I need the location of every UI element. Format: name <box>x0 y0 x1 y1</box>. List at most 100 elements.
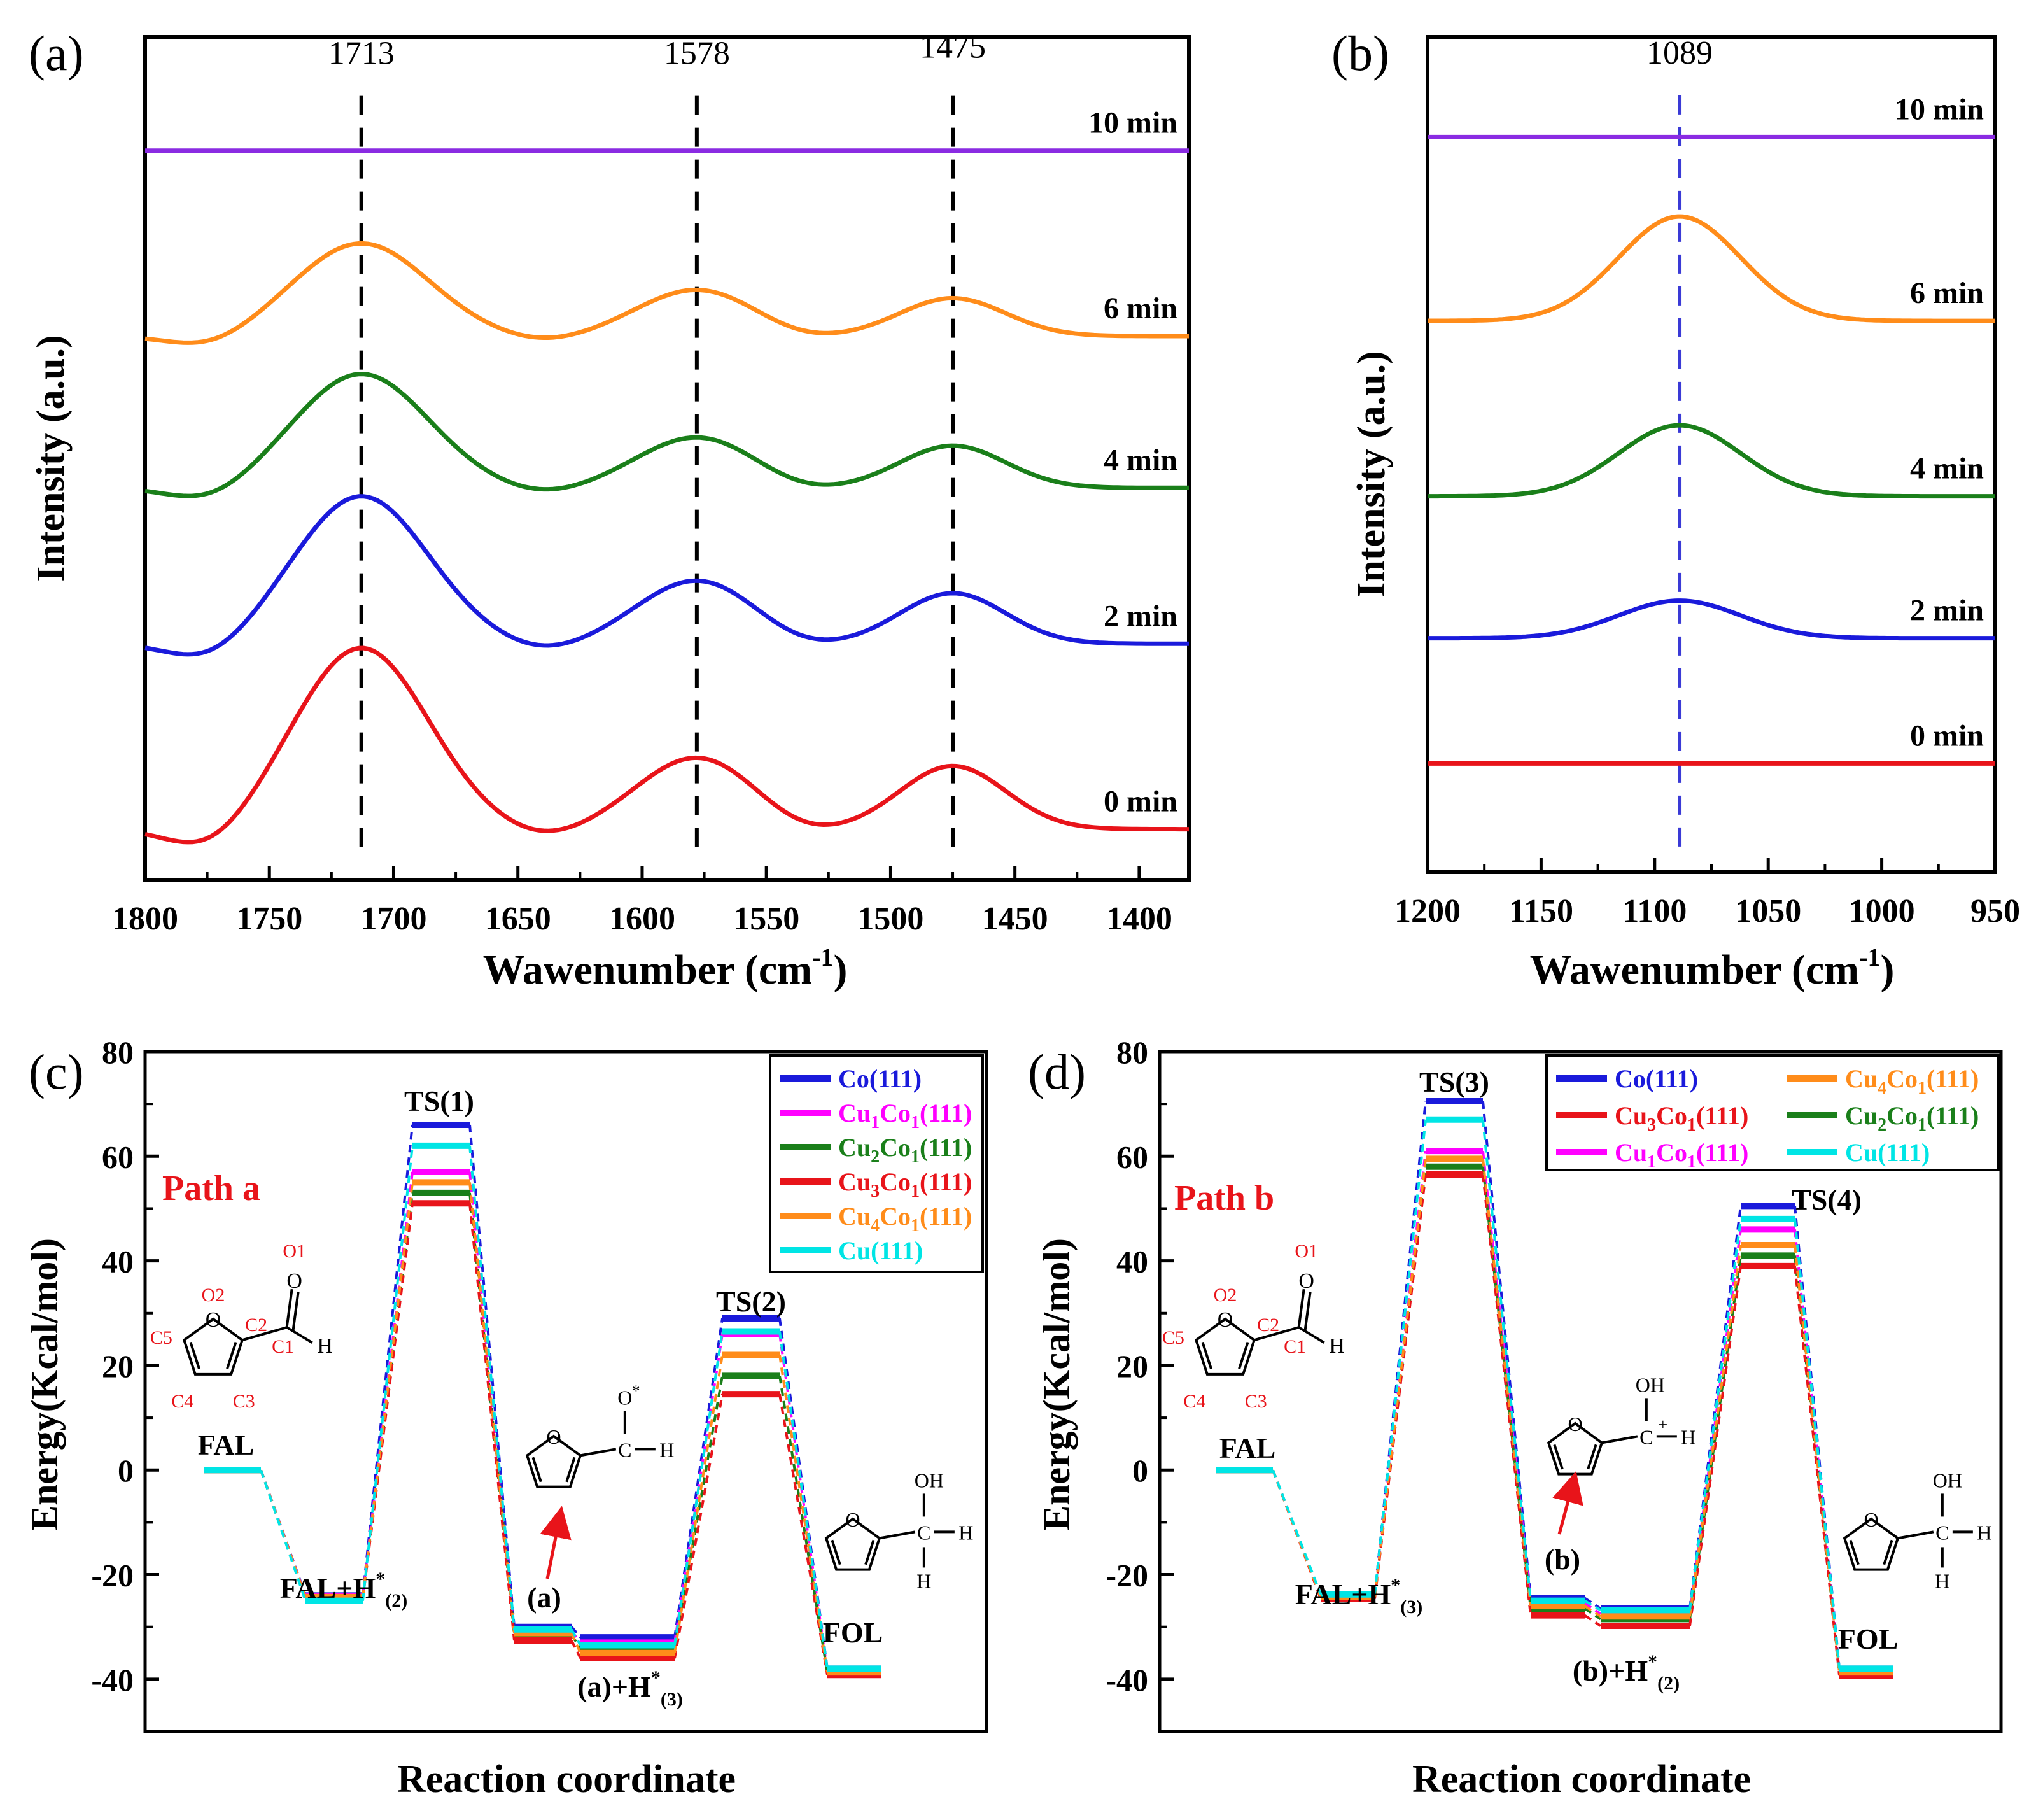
state-label: FOL <box>1838 1623 1899 1655</box>
state-label: (b)+H*(2) <box>1573 1651 1680 1694</box>
panel-a-plot-frame <box>143 35 1191 882</box>
x-tick-label: 1800 <box>112 901 178 937</box>
alkoxy-oxygen-text: O <box>617 1386 632 1409</box>
panel-c-y-axis-label: Energy(Kcal/mol) <box>24 1238 66 1531</box>
series-label: 6 min <box>1910 276 1984 310</box>
alkoxy-oxygen-text: OH <box>1636 1373 1665 1396</box>
y-tick-label: 80 <box>102 1034 134 1070</box>
x-tick-label: 1750 <box>236 901 302 937</box>
carbon-label: C <box>618 1438 631 1461</box>
carbonyl-oxygen: O <box>286 1269 302 1293</box>
double-bond <box>1587 1444 1597 1470</box>
legend-entry-sub2: 1 <box>911 1113 920 1132</box>
panel-d-y-ticks: -40 -20 0 20 40 60 80 <box>1106 1034 1174 1698</box>
legend-entry-tail: (111) <box>1927 1101 1979 1130</box>
legend-entry-sub: 4 <box>871 1216 880 1236</box>
legend-entry: Cu4Co1(111) <box>838 1202 972 1236</box>
state-label: TS(3) <box>1419 1066 1489 1098</box>
legend-entry-sub2: 1 <box>911 1182 920 1201</box>
ring-oxygen: O <box>1568 1413 1582 1436</box>
legend-entry: Cu(111) <box>838 1236 923 1265</box>
energy-connector <box>570 1626 582 1639</box>
atom-label-c4: C4 <box>1183 1391 1205 1412</box>
double-bond <box>1553 1444 1564 1470</box>
energy-connector <box>673 1393 724 1659</box>
panel-b-x-axis-label-close: ) <box>1880 947 1894 993</box>
double-bond <box>1201 1341 1212 1369</box>
state-label-text: TS(4) <box>1792 1183 1862 1216</box>
legend-entry-tail: (111) <box>871 1236 923 1265</box>
legend-entry-sub2: 1 <box>1687 1115 1696 1135</box>
legend-entry-base: Co <box>1615 1064 1646 1093</box>
side-bond <box>1897 1530 1934 1540</box>
c2-c1-bond <box>1254 1326 1300 1342</box>
panel-b-x-axis-label: Wawenumber (cm-1) <box>1530 943 1895 993</box>
panel-c-x-axis-label: Reaction coordinate <box>397 1758 736 1801</box>
legend-entry-base: Co <box>838 1064 869 1093</box>
furan-ring <box>1194 1317 1256 1376</box>
energy-connector <box>1688 1266 1742 1626</box>
y-tick-label: 60 <box>1116 1139 1148 1175</box>
legend-entry-sub2: 1 <box>1918 1115 1927 1135</box>
atom-label-c4: C4 <box>171 1391 193 1412</box>
atom-label-o1: O1 <box>1295 1241 1318 1262</box>
state-label-sub: (2) <box>1657 1673 1680 1694</box>
state-label: FAL <box>1219 1432 1276 1464</box>
series-line <box>144 241 1189 345</box>
state-label-text: TS(2) <box>716 1285 786 1318</box>
series-line <box>1428 598 1995 641</box>
panel-d-x-axis-label: Reaction coordinate <box>1412 1758 1751 1801</box>
atom-label-c5: C5 <box>150 1327 172 1348</box>
furan-ring <box>1843 1517 1900 1571</box>
carbon-label: C <box>917 1521 930 1544</box>
alkoxy-oxygen-sup: * <box>632 1383 640 1399</box>
energy-connector <box>1373 1159 1427 1598</box>
state-label-text: TS(3) <box>1419 1066 1489 1098</box>
legend-entry-mid: Co <box>1886 1064 1918 1093</box>
energy-connector <box>778 1393 829 1675</box>
state-label-sub: (3) <box>1400 1597 1422 1618</box>
legend-entry-base: Cu <box>1845 1138 1878 1167</box>
legend-entry-mid: Co <box>880 1202 911 1231</box>
c2-c1-bond <box>242 1326 288 1342</box>
peak-marker-label: 1713 <box>328 36 395 72</box>
y-tick-label: 40 <box>1116 1244 1148 1280</box>
legend-entry-sub: 4 <box>1878 1078 1886 1098</box>
peak-marker-label: 1475 <box>920 29 986 66</box>
panel-d-path-label: Path b <box>1174 1178 1274 1218</box>
energy-connector <box>1688 1245 1742 1617</box>
series-label: 10 min <box>1088 106 1177 140</box>
side-bond <box>1601 1435 1638 1444</box>
legend-entry: Cu3Co1(111) <box>838 1167 972 1201</box>
energy-connector <box>778 1355 829 1673</box>
y-tick-label: -40 <box>1106 1662 1148 1698</box>
double-bond <box>189 1341 200 1369</box>
legend-entry-tail: (111) <box>1646 1064 1698 1093</box>
state-label-text: (a)+H <box>577 1670 651 1703</box>
state-label-sup: * <box>1648 1651 1657 1672</box>
legend-entry-tail: (111) <box>869 1064 922 1093</box>
panel-d-plot-frame <box>1158 1050 2003 1733</box>
energy-connector <box>1583 1597 1602 1610</box>
atom-label-c3: C3 <box>233 1391 255 1412</box>
legend-entry-sub2: 1 <box>911 1147 920 1167</box>
x-tick-label: 1000 <box>1849 893 1915 929</box>
atom-label-o2: O2 <box>1214 1285 1237 1306</box>
energy-connector <box>673 1331 724 1646</box>
panel-d-intermediate-structure: O C H OH + <box>1547 1373 1695 1535</box>
pointer-arrow <box>1552 1471 1583 1535</box>
panel-c-intermediate-structure: OC HO* <box>525 1383 674 1579</box>
energy-connector <box>1794 1266 1841 1676</box>
legend-entry-base: Cu <box>1615 1101 1647 1130</box>
atom-label-c5: C5 <box>1162 1327 1184 1348</box>
y-tick-label: 80 <box>1116 1034 1148 1070</box>
double-bond <box>531 1457 542 1483</box>
legend-entry-base: Cu <box>838 1167 871 1196</box>
carbon-label: C <box>1639 1425 1653 1448</box>
atom-label-c2: C2 <box>245 1315 267 1336</box>
panel-a-x-axis-label-close: ) <box>833 947 847 993</box>
state-label-text: FAL <box>1219 1432 1276 1464</box>
